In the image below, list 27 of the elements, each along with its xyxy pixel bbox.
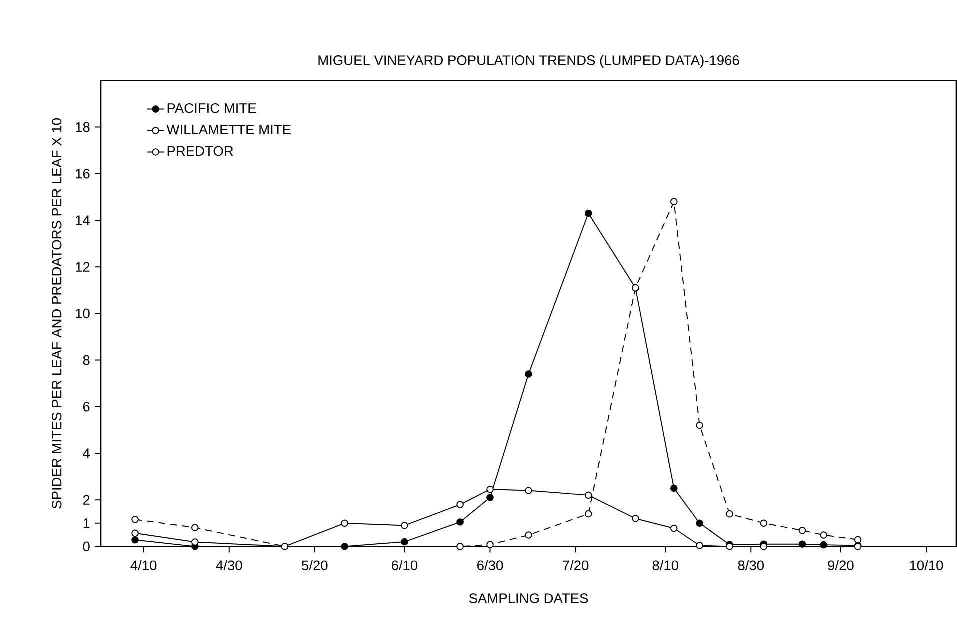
y-tick-label: 0 [83,542,90,552]
x-tick-label: 10/10 [910,560,944,570]
legend-label: PREDTOR [168,146,234,156]
x-tick-label: 4/10 [130,560,157,570]
y-tick-label: 6 [83,402,90,412]
x-tick-label: 8/30 [738,560,764,570]
x-tick-label: 8/10 [652,560,678,570]
y-tick-label: 4 [83,448,90,458]
y-tick-label: 2 [83,495,90,505]
legend-label: PACIFIC MITE [168,103,256,114]
y-tick-label: 8 [83,355,90,366]
x-tick-label: 7/20 [563,560,589,570]
x-tick-label: 5/20 [302,560,328,570]
y-tick-label: 12 [76,262,90,272]
y-tick-label: 10 [76,308,90,319]
x-tick-label: 6/30 [478,560,504,570]
legend-label: WILLAMETTE MITE [166,124,291,134]
chart-title: MIGUEL VINEYARD POPULATION TRENDS (LUMPED DATA)-1966 [318,55,740,68]
x-tick-label: 9/20 [828,560,854,570]
y-axis-title: SPIDER MITES PER LEAF AND PREDATORS PER LEAF X 10 [52,118,62,509]
y-tick-label: 14 [76,216,90,226]
y-tick-label: 16 [76,169,90,179]
x-axis-title: SAMPLING DATES [469,594,588,604]
x-tick-label: 6/10 [392,560,418,570]
y-tick-label: 1 [84,518,90,528]
y-tick-label: 18 [76,122,90,132]
x-tick-label: 4/30 [216,560,242,570]
